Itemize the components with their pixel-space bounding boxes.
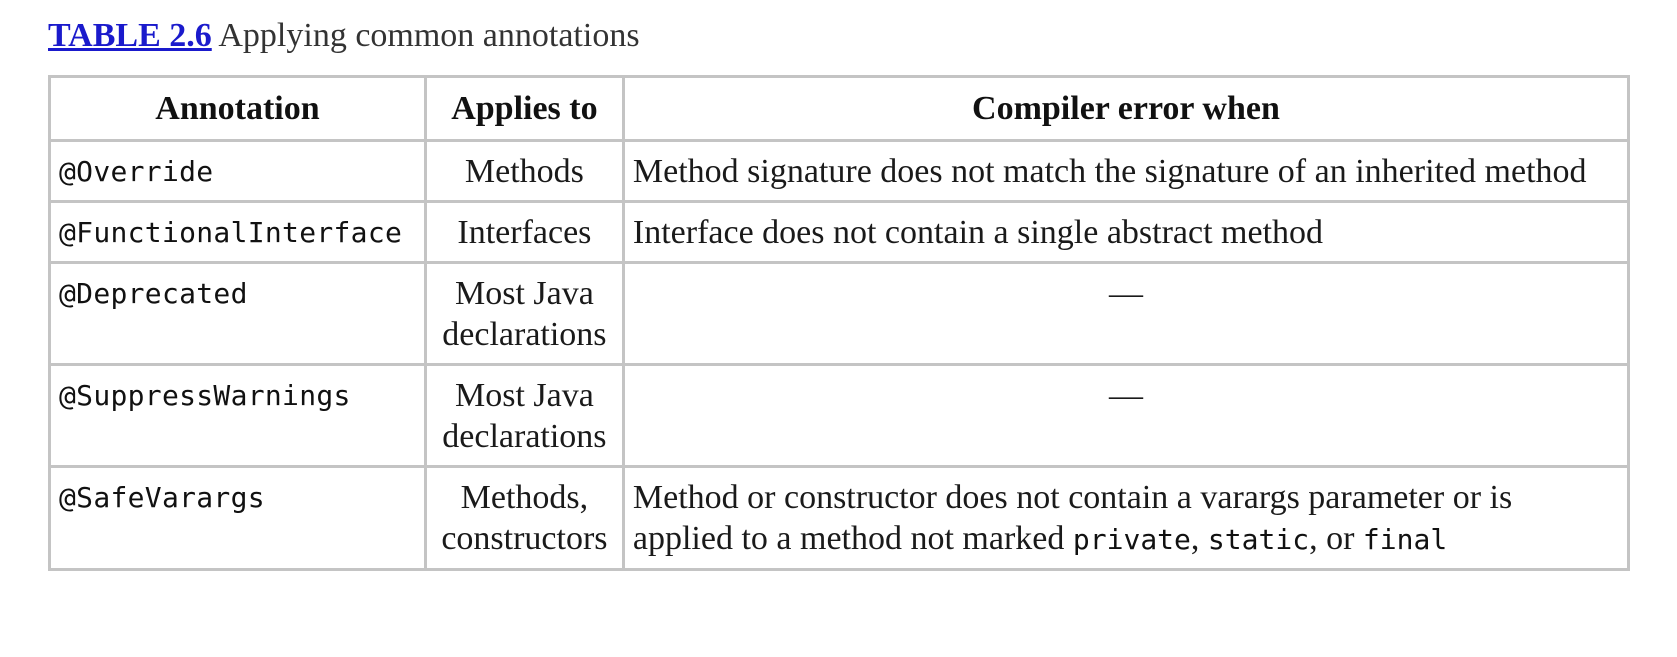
compiler-error-cell: Method signature does not match the sign… [621, 139, 1631, 203]
table-row: @SafeVarargs Methods, constructors Metho… [48, 465, 1631, 571]
column-header-applies-to: Applies to [423, 75, 625, 142]
keyword-final: final [1362, 523, 1448, 556]
compiler-error-cell: — [621, 261, 1631, 366]
separator-comma: , [1190, 520, 1208, 557]
annotation-cell: @Deprecated [48, 261, 427, 366]
header-row: Annotation Applies to Compiler error whe… [48, 75, 1631, 142]
table-row: @SuppressWarnings Most Java declarations… [48, 363, 1631, 468]
table-title: Applying common annotations [218, 17, 640, 54]
applies-to-text-line2: declarations [442, 316, 607, 353]
keyword-private: private [1072, 523, 1191, 556]
annotation-cell: @SafeVarargs [48, 465, 427, 571]
applies-to-text-line2: declarations [442, 418, 607, 455]
applies-to-cell: Methods [423, 139, 625, 203]
annotations-table: Annotation Applies to Compiler error whe… [48, 75, 1631, 571]
applies-to-cell: Most Java declarations [423, 363, 625, 468]
applies-to-cell: Methods, constructors [423, 465, 625, 571]
applies-to-cell: Interfaces [423, 200, 625, 264]
applies-to-cell: Most Java declarations [423, 261, 625, 366]
keyword-static: static [1207, 523, 1310, 556]
applies-to-text: Methods [464, 153, 584, 190]
applies-to-text-line2: constructors [441, 520, 608, 557]
column-header-compiler-error: Compiler error when [621, 75, 1631, 142]
applies-to-text-line1: Most Java [455, 275, 594, 312]
compiler-error-cell: Interface does not contain a single abst… [621, 200, 1631, 264]
table-row: @Deprecated Most Java declarations — [48, 261, 1631, 366]
applies-to-text-line1: Methods, [460, 479, 589, 516]
annotation-cell: @Override [48, 139, 427, 203]
applies-to-text-line1: Most Java [455, 377, 594, 414]
annotation-cell: @FunctionalInterface [48, 200, 427, 264]
compiler-error-cell: Method or constructor does not contain a… [621, 465, 1631, 571]
applies-to-text: Interfaces [457, 214, 592, 251]
compiler-error-text: Method or constructor does not contain a… [632, 479, 1513, 557]
separator-or: , or [1309, 520, 1363, 557]
table-row: @FunctionalInterface Interfaces Interfac… [48, 200, 1631, 264]
compiler-error-cell: — [621, 363, 1631, 468]
table-number-link[interactable]: TABLE 2.6 [48, 17, 212, 54]
table-caption: TABLE 2.6 Applying common annotations [48, 14, 640, 58]
column-header-annotation: Annotation [48, 75, 427, 142]
table-row: @Override Methods Method signature does … [48, 139, 1631, 203]
annotation-cell: @SuppressWarnings [48, 363, 427, 468]
